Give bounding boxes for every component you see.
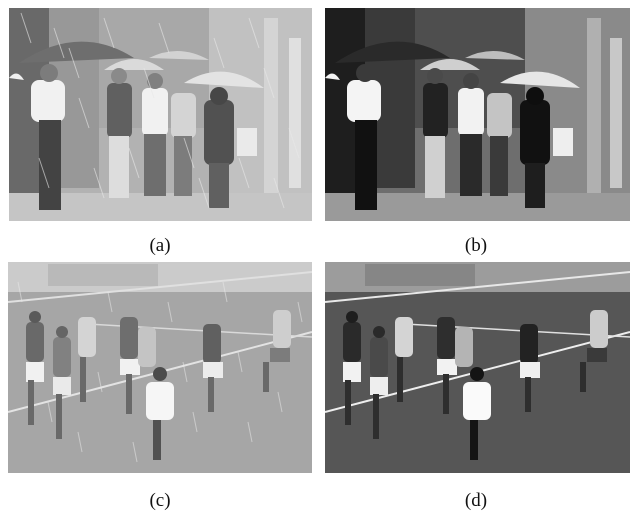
figure-panel-d bbox=[325, 262, 630, 473]
soccer-scene-rainy-image bbox=[8, 262, 312, 473]
figure-panel-b bbox=[325, 8, 630, 221]
street-scene-rainy-image bbox=[9, 8, 312, 221]
street-scene-derained-image bbox=[325, 8, 630, 221]
caption-c: (c) bbox=[149, 490, 171, 511]
figure-panel-c bbox=[8, 262, 312, 473]
caption-b: (b) bbox=[464, 235, 488, 256]
figure-panel-a bbox=[9, 8, 312, 221]
caption-a: (a) bbox=[149, 235, 171, 256]
soccer-scene-derained-image bbox=[325, 262, 630, 473]
caption-d: (d) bbox=[464, 490, 488, 511]
